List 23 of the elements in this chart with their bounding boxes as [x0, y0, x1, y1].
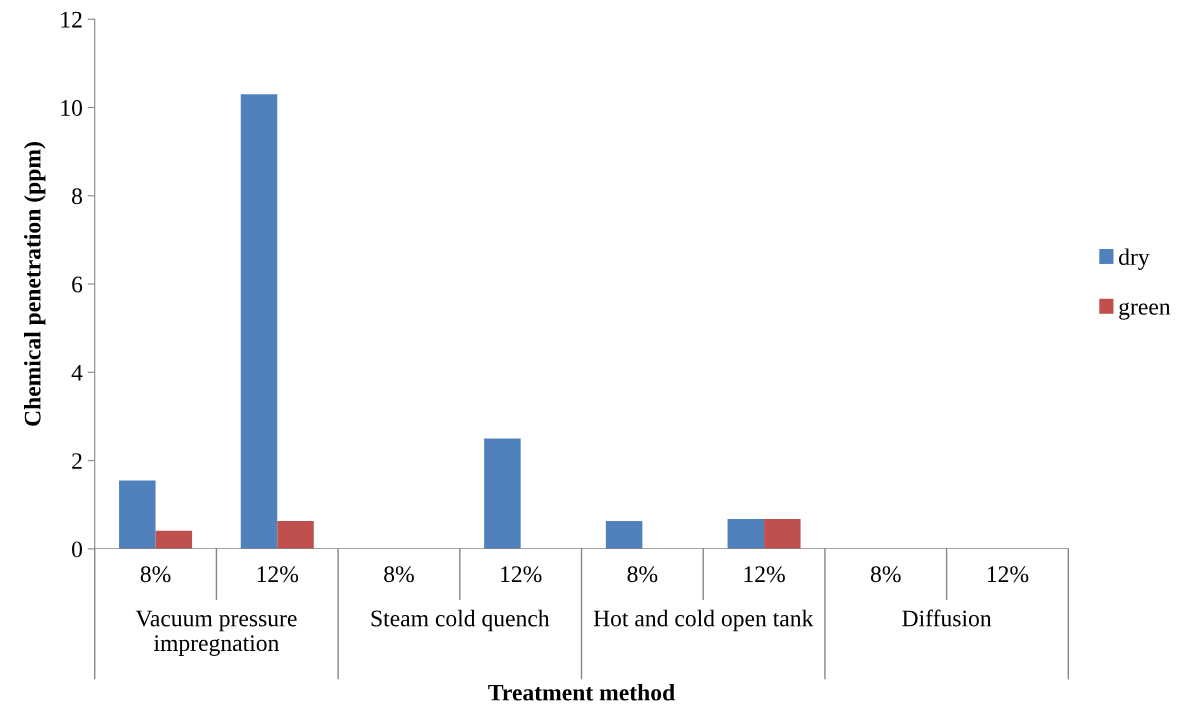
y-axis-title: Chemical penetration (ppm)	[24, 142, 46, 426]
x-tick-label: 8%	[870, 566, 901, 583]
x-tick-label: 12%	[744, 566, 785, 583]
x-tick-label: 8%	[627, 566, 658, 583]
text: Diffusion	[902, 609, 992, 627]
y-tick-label: 4	[71, 364, 83, 381]
y-tick-label: 6	[72, 276, 83, 293]
y-tick-label: 0	[72, 541, 83, 558]
x-tick-label: 12%	[501, 566, 542, 583]
x-axis-title: Treatment method	[488, 683, 675, 701]
y-tick-label: 10	[61, 99, 83, 116]
y-tick-label: 2	[72, 453, 82, 469]
y-tick-label: 12	[61, 11, 82, 28]
x-tick-label: 8%	[384, 566, 414, 583]
x-tick-label: 12%	[257, 566, 299, 583]
text: Hot and cold open tank	[593, 609, 814, 632]
legend-label: green	[1119, 302, 1171, 320]
y-tick-label: 8	[72, 188, 83, 205]
x-tick-label: 12%	[987, 566, 1029, 583]
text: Steam cold quench	[371, 609, 550, 632]
text: Vacuum pressure impregnation	[135, 610, 297, 656]
x-tick-label: 8%	[140, 566, 171, 583]
legend-label: dry	[1119, 248, 1150, 270]
